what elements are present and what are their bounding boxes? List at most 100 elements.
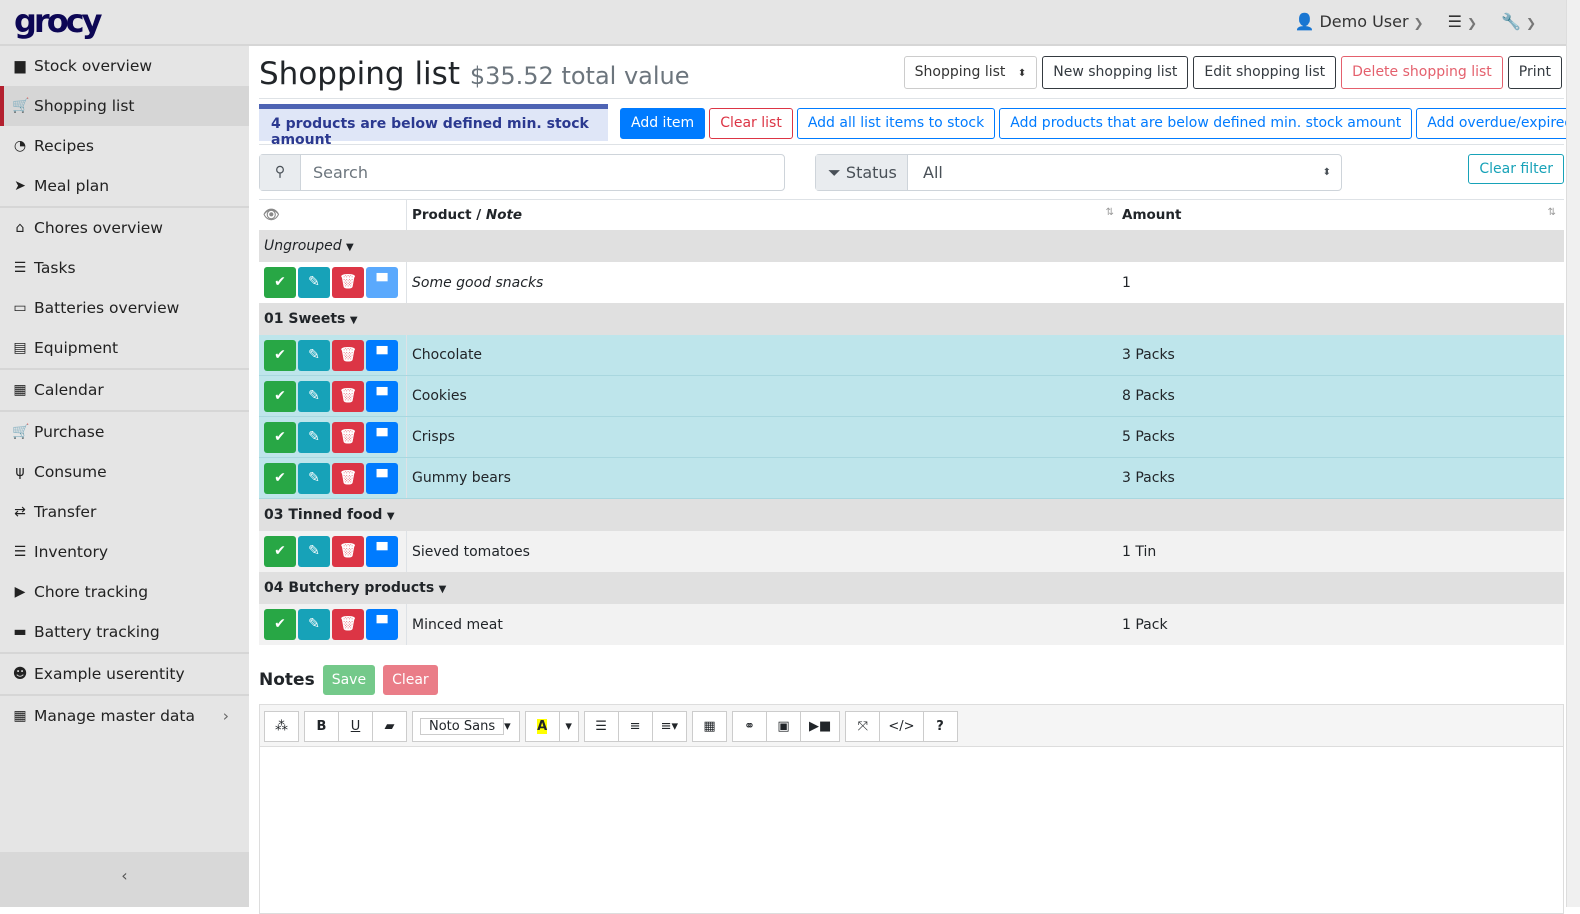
edit-item-button[interactable]: ✎ [298, 421, 330, 453]
mark-done-button[interactable]: ✔ [264, 339, 296, 371]
delete-item-button[interactable]: 🗑 [332, 609, 364, 640]
sidebar-item-purchase[interactable]: 🛒 Purchase [0, 412, 249, 452]
delete-item-button[interactable]: 🗑 [332, 536, 364, 567]
bold-icon[interactable]: B [304, 711, 339, 742]
product-name: Chocolate [412, 347, 483, 363]
sidebar-item-chore-tracking[interactable]: ▶ Chore tracking [0, 572, 249, 612]
underline-icon[interactable]: U [338, 711, 373, 742]
bullet-list-icon[interactable]: ☰ [583, 711, 619, 742]
sidebar-item-recipes[interactable]: ◔ Recipes [0, 126, 249, 166]
column-product[interactable]: Product / Note ⇅ [412, 207, 1114, 223]
sort-icon: ⇅ [1105, 207, 1114, 218]
add-to-stock-button[interactable]: ▀ [366, 339, 398, 371]
sidebar-item-label: Equipment [34, 339, 119, 357]
group-row[interactable]: Ungrouped ▼ [259, 230, 1564, 262]
link-icon[interactable]: ⚭ [732, 711, 768, 742]
delete-item-button[interactable]: 🗑 [332, 462, 364, 494]
delete-item-button[interactable]: 🗑 [332, 339, 364, 371]
edit-shopping-list-button[interactable]: Edit shopping list [1193, 56, 1337, 89]
delete-item-button[interactable]: 🗑 [332, 267, 364, 298]
user-name: Demo User [1319, 12, 1409, 31]
sidebar-item-chores-overview[interactable]: ⌂ Chores overview [0, 208, 249, 248]
grocy-logo[interactable]: grocy [14, 2, 102, 40]
user-menu[interactable]: 👤 Demo User ❯ [1294, 12, 1423, 31]
help-icon[interactable]: ? [922, 711, 958, 742]
color-dropdown-icon[interactable]: ▾ [558, 711, 579, 742]
mark-done-button[interactable]: ✔ [264, 536, 296, 567]
sliders-icon: ☰ [1447, 12, 1462, 31]
search-input[interactable]: Search [313, 163, 368, 182]
delete-shopping-list-button[interactable]: Delete shopping list [1341, 56, 1503, 89]
edit-item-button[interactable]: ✎ [298, 609, 330, 640]
sidebar-item-calendar[interactable]: ▦ Calendar [0, 370, 249, 410]
edit-item-button[interactable]: ✎ [298, 380, 330, 412]
sidebar-item-shopping-list[interactable]: 🛒 Shopping list [0, 86, 249, 126]
add-overdue-button[interactable]: Add overdue/expired products [1416, 108, 1580, 139]
font-family-select[interactable]: Noto Sans ▾ [412, 711, 520, 742]
video-icon[interactable]: ▶■ [800, 711, 841, 742]
mark-done-button[interactable]: ✔ [264, 380, 296, 412]
sidebar-item-example-userentity[interactable]: ☻ Example userentity [0, 654, 249, 694]
edit-item-button[interactable]: ✎ [298, 462, 330, 494]
page-scrollbar[interactable] [1566, 0, 1580, 907]
delete-item-button[interactable]: 🗑 [332, 421, 364, 453]
sidebar-item-battery-tracking[interactable]: ▬ Battery tracking [0, 612, 249, 652]
sidebar-item-manage-master-data[interactable]: ▦ Manage master data › [0, 696, 249, 736]
group-row[interactable]: 04 Butchery products ▼ [259, 572, 1564, 604]
add-to-stock-button[interactable]: ▀ [366, 536, 398, 567]
below-min-stock-alert[interactable]: 4 products are below defined min. stock … [259, 104, 608, 148]
add-to-stock-button[interactable]: ▀ [366, 609, 398, 640]
fullscreen-icon[interactable]: ⤧ [845, 711, 881, 742]
collapse-sidebar-button[interactable]: ‹ [0, 852, 249, 907]
mark-done-button[interactable]: ✔ [264, 609, 296, 640]
mark-done-button[interactable]: ✔ [264, 462, 296, 494]
add-to-stock-button[interactable]: ▀ [366, 421, 398, 453]
sidebar-item-transfer[interactable]: ⇄ Transfer [0, 492, 249, 532]
sidebar-item-meal-plan[interactable]: ➤ Meal plan [0, 166, 249, 206]
group-row[interactable]: 03 Tinned food ▼ [259, 499, 1564, 531]
column-amount[interactable]: Amount ⇅ [1122, 207, 1556, 223]
add-to-stock-button[interactable]: ▀ [366, 267, 398, 298]
clear-notes-button[interactable]: Clear [383, 665, 438, 695]
settings-menu[interactable]: ☰ ❯ [1448, 12, 1477, 31]
group-row[interactable]: 01 Sweets ▼ [259, 303, 1564, 335]
sidebar-item-batteries-overview[interactable]: ▭ Batteries overview [0, 288, 249, 328]
search-field[interactable]: ⚲ Search [259, 154, 785, 191]
notes-editor[interactable]: ⁂ B U ▰ Noto Sans ▾ A ▾ ☰ ≡ ≡▾ ▦ ⚭ ▣ ▶■ ⤧ </>? [259, 704, 1564, 914]
column-visibility-icon[interactable]: 👁 [259, 200, 407, 230]
new-shopping-list-button[interactable]: New shopping list [1042, 56, 1189, 89]
eraser-icon[interactable]: ▰ [372, 711, 407, 742]
numbered-list-icon[interactable]: ≡ [617, 711, 653, 742]
status-select[interactable]: All ⬍ [908, 155, 1341, 190]
shopping-list-select[interactable]: Shopping list ⬍ [903, 56, 1038, 89]
add-item-button[interactable]: Add item [620, 108, 706, 139]
clear-filter-button[interactable]: Clear filter [1468, 154, 1564, 184]
sidebar-item-consume[interactable]: ψ Consume [0, 452, 249, 492]
add-to-stock-button[interactable]: ▀ [366, 380, 398, 412]
save-notes-button[interactable]: Save [322, 665, 376, 695]
edit-item-button[interactable]: ✎ [298, 536, 330, 567]
sidebar-icon: ☻ [12, 666, 28, 682]
mark-done-button[interactable]: ✔ [264, 267, 296, 298]
magic-wand-icon[interactable]: ⁂ [264, 711, 299, 742]
sidebar-item-stock-overview[interactable]: ▆ Stock overview [0, 46, 249, 86]
clear-list-button[interactable]: Clear list [709, 108, 793, 139]
align-icon[interactable]: ≡▾ [651, 711, 688, 742]
add-to-stock-button[interactable]: ▀ [366, 462, 398, 494]
sidebar-item-inventory[interactable]: ☰ Inventory [0, 532, 249, 572]
add-all-to-stock-button[interactable]: Add all list items to stock [796, 108, 996, 139]
print-button[interactable]: Print [1507, 56, 1562, 89]
edit-item-button[interactable]: ✎ [298, 339, 330, 371]
delete-item-button[interactable]: 🗑 [332, 380, 364, 412]
sidebar-item-tasks[interactable]: ☰ Tasks [0, 248, 249, 288]
table-icon[interactable]: ▦ [692, 711, 728, 742]
text-color-icon[interactable]: A [524, 711, 560, 742]
code-view-icon[interactable]: </> [879, 711, 924, 742]
edit-item-button[interactable]: ✎ [298, 267, 330, 298]
add-below-min-button[interactable]: Add products that are below defined min.… [999, 108, 1413, 139]
image-icon[interactable]: ▣ [766, 711, 802, 742]
tools-menu[interactable]: 🔧 ❯ [1501, 12, 1536, 31]
status-filter[interactable]: ⏷ Status All ⬍ [815, 154, 1342, 191]
mark-done-button[interactable]: ✔ [264, 421, 296, 453]
sidebar-item-equipment[interactable]: ▤ Equipment [0, 328, 249, 368]
